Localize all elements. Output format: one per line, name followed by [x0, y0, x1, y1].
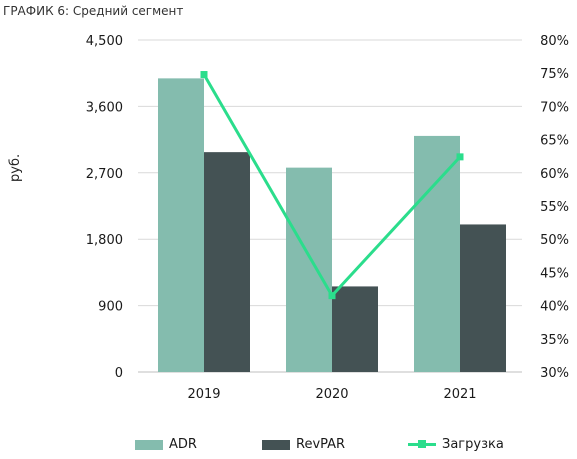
y2-tick-label: 50% — [540, 233, 569, 248]
y-tick-label: 0 — [115, 366, 123, 381]
y2-tick-label: 80% — [540, 34, 569, 49]
legend-item-revpar: RevPAR — [262, 437, 345, 452]
y2-tick-label: 40% — [540, 300, 569, 315]
legend-label-zagruzka: Загрузка — [442, 437, 504, 452]
y-tick-label: 3,600 — [86, 100, 123, 115]
y2-tick-label: 70% — [540, 100, 569, 115]
legend-swatch-revpar — [262, 439, 290, 450]
legend-label-adr: ADR — [169, 437, 197, 452]
y-tick-label: 4,500 — [86, 34, 123, 49]
legend-item-adr: ADR — [135, 437, 197, 452]
point-zagruzka — [328, 292, 336, 300]
chart-plot: 0 900 1,800 2,700 3,600 4,500 30% 35% 40% 45% 50% 5… — [86, 34, 569, 402]
point-zagruzka — [456, 153, 464, 161]
y2-tick-label: 75% — [540, 67, 569, 82]
legend-label-revpar: RevPAR — [296, 437, 346, 452]
y2-tick-label: 55% — [540, 200, 569, 215]
y-tick-label: 2,700 — [86, 167, 123, 182]
y2-tick-label: 60% — [540, 167, 569, 182]
x-tick-label: 2019 — [187, 387, 220, 402]
x-tick-label: 2020 — [315, 387, 348, 402]
y-tick-label: 900 — [98, 300, 123, 315]
y-tick-label: 1,800 — [86, 233, 123, 248]
y2-tick-label: 30% — [540, 366, 569, 381]
bar-adr — [286, 167, 332, 372]
legend-item-zagruzka: Загрузка — [408, 437, 504, 452]
y2-tick-label: 65% — [540, 134, 569, 149]
x-tick-label: 2021 — [443, 387, 476, 402]
bar-revpar — [332, 286, 378, 372]
point-zagruzka — [200, 71, 208, 79]
legend-swatch-adr — [135, 439, 163, 450]
bar-adr — [414, 135, 460, 372]
bar-revpar — [204, 152, 250, 372]
chart-title: ГРАФИК 6: Средний сегмент — [3, 4, 184, 18]
y2-tick-label: 45% — [540, 266, 569, 281]
legend-swatch-zagruzka — [408, 440, 436, 448]
y2-tick-label: 35% — [540, 333, 569, 348]
bar-adr — [158, 78, 204, 372]
legend: ADR RevPAR Загрузка — [0, 437, 577, 457]
bar-revpar — [460, 224, 506, 372]
